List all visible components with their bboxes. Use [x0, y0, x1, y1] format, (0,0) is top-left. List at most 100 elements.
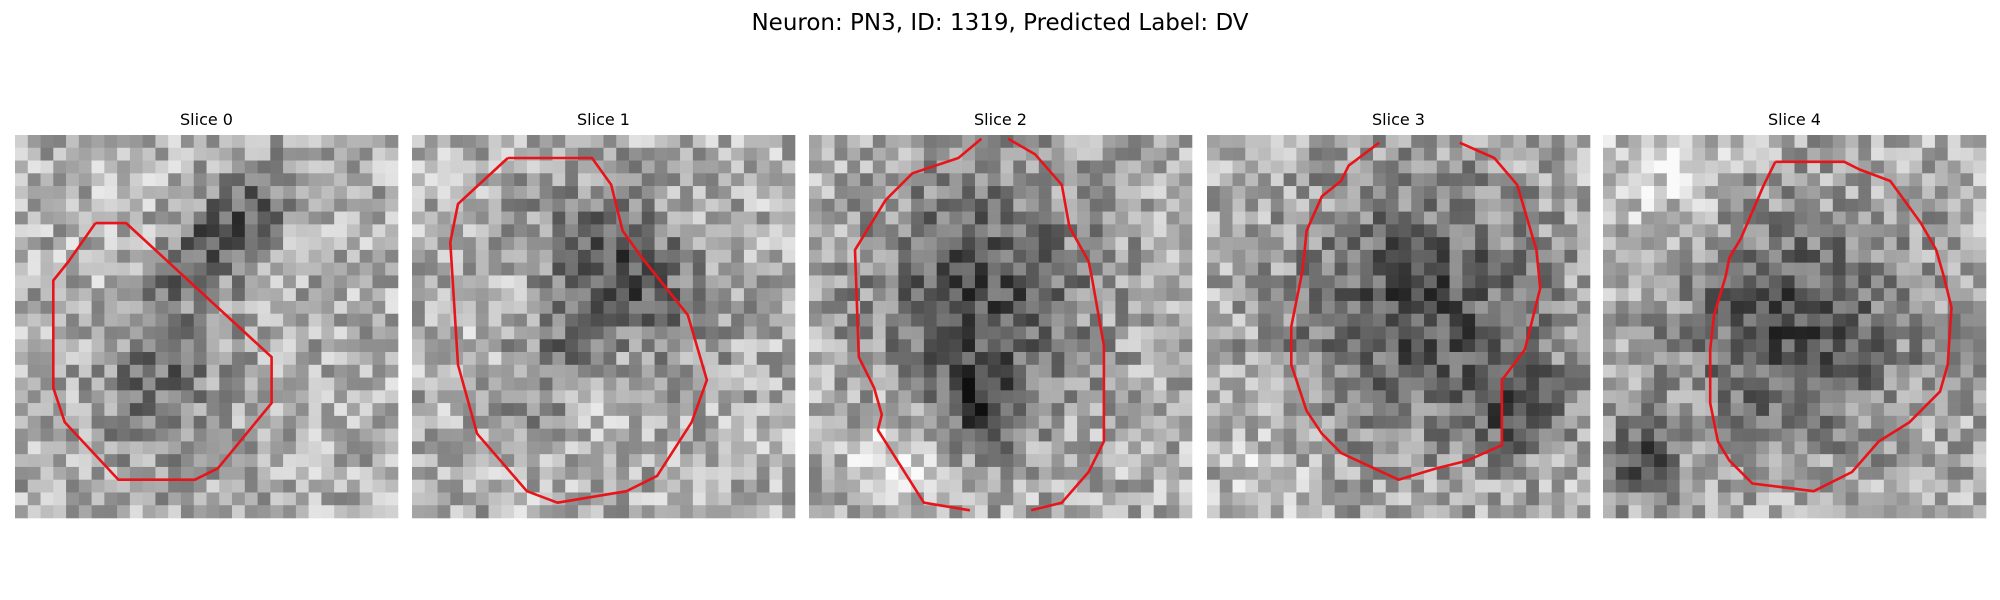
- pixel: [346, 147, 360, 161]
- pixel: [1947, 505, 1961, 519]
- pixel: [91, 198, 105, 212]
- pixel: [654, 339, 668, 353]
- pixel: [412, 505, 426, 519]
- pixel: [1794, 147, 1808, 161]
- pixel: [577, 211, 592, 225]
- pixel: [539, 275, 553, 289]
- pixel: [872, 492, 886, 506]
- pixel: [1922, 377, 1936, 391]
- pixel: [1026, 352, 1040, 366]
- pixel: [501, 492, 515, 506]
- pixel: [1922, 454, 1936, 468]
- pixel: [1577, 466, 1591, 480]
- pixel: [821, 249, 835, 263]
- pixel: [1960, 237, 1974, 251]
- pixel: [539, 262, 553, 276]
- pixel: [385, 300, 399, 315]
- pixel: [1768, 198, 1783, 212]
- pixel: [962, 339, 976, 353]
- pixel: [1641, 466, 1655, 480]
- pixel: [1960, 352, 1974, 366]
- pixel: [346, 479, 360, 493]
- pixel: [654, 237, 668, 251]
- pixel: [1922, 186, 1936, 200]
- pixel: [295, 313, 309, 327]
- pixel: [283, 237, 297, 251]
- pixel: [860, 198, 874, 212]
- pixel: [616, 492, 630, 506]
- pixel: [359, 211, 373, 225]
- pixel: [1283, 249, 1297, 263]
- pixel: [936, 147, 950, 161]
- pixel: [1038, 135, 1052, 149]
- pixel: [66, 135, 80, 149]
- pixel: [1347, 173, 1361, 187]
- pixel: [1883, 262, 1897, 276]
- pixel: [629, 377, 643, 391]
- pixel: [1871, 237, 1885, 251]
- pixel: [1641, 415, 1655, 429]
- pixel: [629, 211, 643, 225]
- pixel: [501, 224, 515, 238]
- pixel: [1207, 135, 1221, 149]
- pixel: [1283, 428, 1297, 442]
- pixel: [577, 415, 592, 429]
- pixel: [756, 428, 770, 442]
- pixel: [1883, 415, 1897, 429]
- pixel: [1666, 147, 1680, 161]
- pixel: [1692, 249, 1706, 263]
- pixel: [809, 173, 823, 187]
- pixel: [692, 198, 706, 212]
- pixel: [346, 186, 360, 200]
- pixel: [692, 249, 706, 263]
- pixel: [1654, 237, 1668, 251]
- pixel: [1013, 441, 1027, 455]
- pixel: [1038, 479, 1052, 493]
- pixel: [860, 237, 874, 251]
- pixel: [424, 198, 438, 212]
- pixel: [834, 466, 848, 480]
- pixel: [641, 147, 655, 161]
- pixel: [1436, 377, 1450, 391]
- pixel: [1768, 300, 1783, 315]
- pixel: [552, 173, 566, 187]
- pixel: [168, 415, 182, 429]
- pixel: [359, 364, 373, 378]
- pixel: [1526, 364, 1540, 378]
- pixel: [270, 211, 284, 225]
- pixel: [1513, 288, 1527, 302]
- pixel: [667, 492, 681, 506]
- pixel: [372, 186, 386, 200]
- pixel: [66, 173, 80, 187]
- pixel: [1166, 339, 1180, 353]
- pixel: [1077, 441, 1091, 455]
- pixel: [1166, 237, 1180, 251]
- pixel: [1258, 326, 1272, 340]
- pixel: [1038, 237, 1052, 251]
- pixel: [1219, 300, 1233, 315]
- pixel: [731, 390, 745, 404]
- pixel: [488, 326, 502, 340]
- pixel: [91, 249, 105, 263]
- pixel: [1026, 441, 1040, 455]
- pixel: [40, 454, 54, 468]
- pixel: [705, 352, 719, 366]
- pixel: [1166, 224, 1180, 238]
- pixel: [1820, 275, 1834, 289]
- pixel: [1794, 492, 1808, 506]
- pixel: [680, 211, 694, 225]
- pixel: [923, 352, 937, 366]
- pixel: [565, 313, 579, 327]
- pixel: [847, 403, 861, 417]
- pixel: [180, 492, 195, 506]
- pixel: [1270, 466, 1284, 480]
- pixel: [1807, 377, 1821, 391]
- pixel: [334, 275, 348, 289]
- pixel: [1013, 211, 1027, 225]
- pixel: [437, 428, 451, 442]
- pixel: [1666, 505, 1680, 519]
- pixel: [923, 505, 937, 519]
- pixel: [1309, 364, 1323, 378]
- pixel: [1153, 173, 1167, 187]
- pixel: [1245, 313, 1259, 327]
